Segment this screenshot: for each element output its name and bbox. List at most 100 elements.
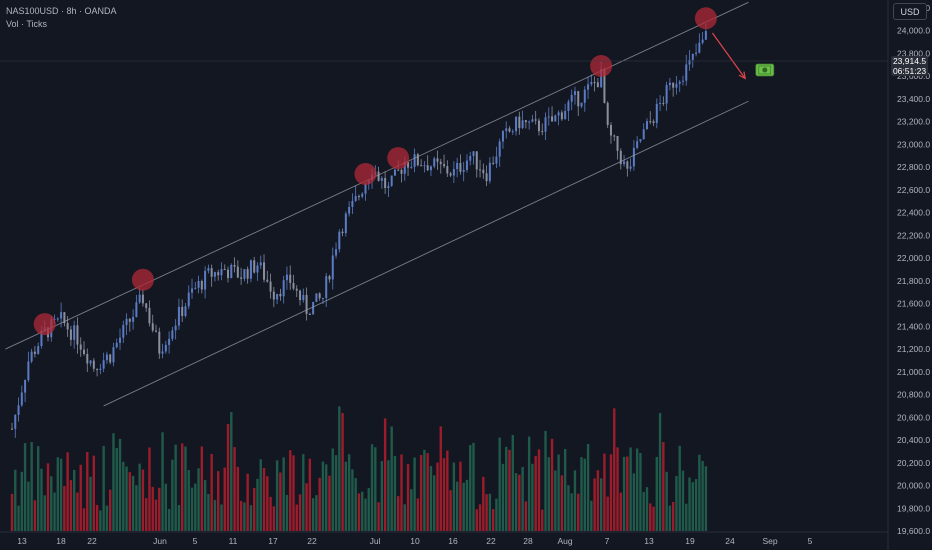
volume-bar: [305, 483, 308, 531]
candle-body: [96, 368, 99, 370]
candle-body: [266, 279, 269, 282]
currency-button[interactable]: USD: [893, 3, 927, 20]
projection-arrow[interactable]: [711, 32, 775, 80]
price-axis[interactable]: 24,200.024,000.023,800.023,600.023,400.0…: [897, 3, 930, 536]
volume-bar: [541, 509, 544, 531]
candle-body: [407, 162, 410, 168]
candle-body: [449, 173, 452, 176]
candle-body: [495, 156, 498, 164]
candle-body: [472, 151, 475, 157]
volume-bar: [20, 471, 24, 531]
candle-body: [528, 121, 531, 123]
candle-body: [148, 307, 151, 324]
volume-indicator-label[interactable]: Vol · Ticks: [6, 19, 48, 29]
candle-body: [701, 39, 704, 43]
candle-body: [593, 82, 596, 84]
touch-marker: [33, 313, 56, 336]
candle-body: [289, 274, 292, 283]
candle-body: [603, 68, 606, 103]
volume-bar: [511, 435, 514, 531]
volume-bar: [239, 500, 243, 531]
candle-body: [619, 150, 622, 165]
touch-marker: [590, 54, 613, 77]
candle-body: [141, 294, 144, 304]
candle-body: [488, 162, 491, 182]
candle-body: [171, 330, 174, 339]
volume-bar: [256, 478, 259, 531]
candle-body: [410, 166, 413, 168]
candle-body: [636, 141, 639, 148]
candle-body: [678, 81, 681, 84]
volume-bar: [184, 446, 187, 531]
candle-body: [217, 272, 220, 276]
volume-bar: [59, 458, 63, 531]
volume-bar: [698, 454, 701, 531]
volume-bar: [321, 461, 325, 531]
time-tick-label: Jul: [370, 536, 381, 546]
candle-body: [249, 260, 252, 279]
volume-bar: [681, 470, 685, 531]
candle-body: [354, 196, 357, 201]
volume-bar: [158, 487, 161, 531]
volume-bar: [56, 457, 60, 531]
volume-bar: [128, 472, 132, 531]
volume-bar: [534, 455, 537, 531]
money-icon-border: [758, 65, 772, 75]
candle-body: [695, 52, 698, 54]
candle-body: [155, 330, 158, 332]
channel-upper-line[interactable]: [5, 1, 749, 350]
candle-body: [181, 306, 184, 316]
volume-bar: [344, 461, 348, 531]
volume-bar: [311, 498, 315, 531]
price-tick-label: 20,800.0: [897, 390, 930, 400]
volume-bar: [639, 453, 642, 531]
volume-bar: [112, 433, 115, 531]
candle-body: [341, 231, 344, 234]
touch-marker: [354, 162, 377, 185]
candle-body: [161, 351, 164, 354]
touch-marker: [387, 147, 410, 170]
time-tick-label: 22: [307, 536, 317, 546]
candle-body: [459, 162, 462, 172]
time-tick-label: 10: [410, 536, 420, 546]
candle-body: [128, 318, 131, 322]
candle-body: [652, 121, 655, 123]
candle-body: [547, 116, 550, 118]
volume-bar: [665, 471, 668, 531]
candle-body: [600, 68, 603, 88]
candle-body: [14, 414, 17, 429]
candle-body: [158, 331, 161, 354]
candle-body: [240, 277, 243, 279]
volume-bar: [243, 502, 246, 531]
candle-body: [511, 131, 514, 133]
symbol-title[interactable]: NAS100USD · 8h · OANDA: [6, 6, 117, 16]
volume-bar: [577, 493, 580, 531]
arrow-shaft[interactable]: [711, 32, 746, 79]
candle-body: [642, 129, 645, 140]
candle-body: [63, 312, 66, 324]
price-tick-label: 23,800.0: [897, 48, 930, 58]
volume-bar: [524, 501, 528, 531]
time-tick-label: 19: [685, 536, 695, 546]
channel-lower-line[interactable]: [103, 100, 749, 407]
volume-bar: [455, 481, 459, 531]
time-axis[interactable]: 13 18 22 Jun 5 11 17 22 Jul 10 16 22 28 Aug 7 13 19 24 Sep…: [17, 536, 812, 546]
candle-body: [302, 294, 305, 301]
time-tick-label: 5: [193, 536, 198, 546]
volume-bar: [619, 492, 622, 531]
volume-bar: [377, 502, 380, 531]
volume-bar: [423, 449, 426, 531]
volume-bar: [315, 495, 318, 531]
candle-body: [357, 196, 360, 198]
price-tick-label: 21,000.0: [897, 367, 930, 377]
price-tick-label: 22,000.0: [897, 253, 930, 263]
candle-body: [393, 169, 396, 176]
candle-body: [168, 338, 171, 345]
price-tick-label: 21,400.0: [897, 321, 930, 331]
trend-channel[interactable]: [5, 1, 749, 407]
volume-bar: [289, 450, 292, 531]
volume-bar: [223, 467, 226, 531]
volume-bar: [197, 468, 200, 531]
candle-body: [99, 368, 102, 370]
